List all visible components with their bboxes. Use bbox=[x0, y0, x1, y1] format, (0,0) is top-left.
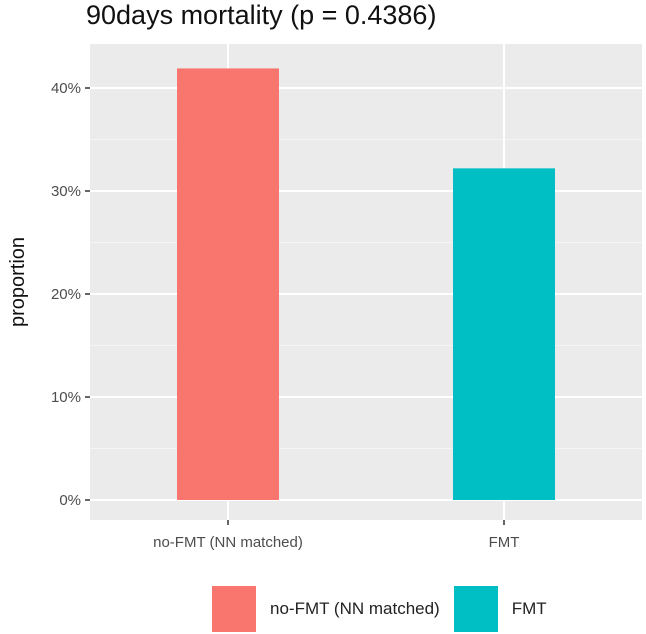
legend-label: FMT bbox=[511, 599, 547, 618]
legend-swatch bbox=[212, 586, 256, 632]
y-tick-label: 20% bbox=[51, 286, 81, 303]
legend-item: FMT bbox=[453, 586, 547, 632]
chart-title: 90days mortality (p = 0.4386) bbox=[86, 0, 437, 30]
x-tick-label: FMT bbox=[489, 534, 520, 551]
y-tick-label: 10% bbox=[51, 389, 81, 406]
bar bbox=[177, 68, 279, 501]
y-tick-label: 40% bbox=[51, 80, 81, 97]
x-tick-label: no-FMT (NN matched) bbox=[153, 534, 303, 551]
legend-swatch bbox=[453, 586, 498, 632]
legend: no-FMT (NN matched) FMT bbox=[212, 586, 561, 632]
x-axis: no-FMT (NN matched) FMT bbox=[153, 520, 519, 551]
bars bbox=[177, 68, 555, 501]
y-axis: 0% 10% 20% 30% 40% bbox=[51, 80, 90, 509]
y-tick-label: 0% bbox=[59, 492, 81, 509]
y-axis-title: proportion bbox=[7, 237, 29, 327]
legend-label: no-FMT (NN matched) bbox=[270, 599, 440, 618]
bar bbox=[453, 168, 555, 500]
y-tick-label: 30% bbox=[51, 183, 81, 200]
legend-item: no-FMT (NN matched) bbox=[212, 586, 440, 632]
